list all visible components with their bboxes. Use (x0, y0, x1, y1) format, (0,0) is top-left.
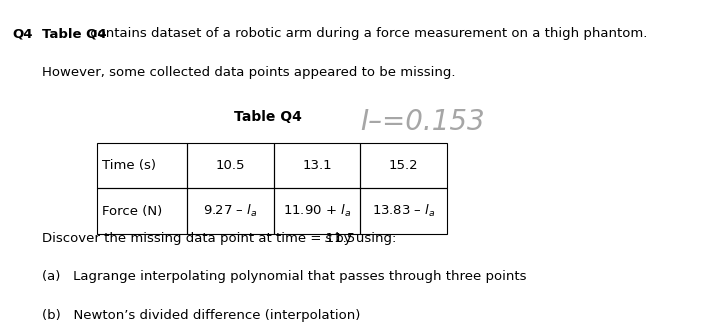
Text: by using:: by using: (331, 232, 397, 245)
Text: Force (N): Force (N) (102, 205, 162, 218)
Text: Table Q4: Table Q4 (234, 110, 301, 124)
Text: 11.90 + $l_a$: 11.90 + $l_a$ (283, 203, 351, 219)
Text: Q4: Q4 (13, 28, 33, 40)
Text: However, some collected data points appeared to be missing.: However, some collected data points appe… (42, 67, 455, 79)
Text: (a)   Lagrange interpolating polynomial that passes through three points: (a) Lagrange interpolating polynomial th… (42, 270, 526, 283)
Text: 10.5: 10.5 (216, 159, 245, 172)
Text: Discover the missing data point at time = 11.5: Discover the missing data point at time … (42, 232, 355, 245)
Text: s: s (325, 232, 332, 245)
Text: I–=0.153: I–=0.153 (360, 108, 485, 136)
Text: 9.27 – $l_a$: 9.27 – $l_a$ (203, 203, 257, 219)
Text: 13.1: 13.1 (302, 159, 332, 172)
Text: 13.83 – $l_a$: 13.83 – $l_a$ (372, 203, 435, 219)
Text: contains dataset of a robotic arm during a force measurement on a thigh phantom.: contains dataset of a robotic arm during… (86, 28, 647, 40)
Text: 15.2: 15.2 (389, 159, 418, 172)
Text: Time (s): Time (s) (102, 159, 156, 172)
Text: (b)   Newton’s divided difference (interpolation): (b) Newton’s divided difference (interpo… (42, 309, 360, 322)
Text: Table Q4: Table Q4 (42, 28, 106, 40)
